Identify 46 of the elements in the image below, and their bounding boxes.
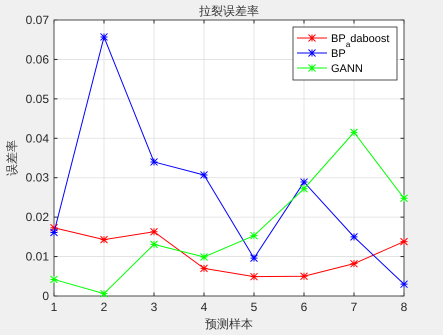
x-tick-label: 6	[300, 300, 308, 314]
y-tick-label: 0.05	[26, 92, 50, 106]
legend-label: BP$_{a}$daboost	[331, 33, 390, 48]
point	[150, 228, 158, 236]
point	[350, 260, 358, 268]
y-tick-label: 0.01	[26, 250, 50, 264]
point	[50, 224, 58, 232]
y-tick-label: 0.04	[26, 131, 50, 146]
y-tick-label: 0.02	[26, 210, 50, 224]
point	[250, 232, 258, 240]
point	[400, 238, 408, 246]
point	[250, 254, 258, 262]
point	[350, 128, 358, 136]
x-tick-label: 7	[350, 300, 358, 314]
point	[300, 184, 308, 193]
point	[300, 178, 308, 186]
point	[50, 275, 58, 284]
point	[200, 264, 208, 272]
y-tick-label: 0	[42, 289, 50, 303]
x-tick-label: 5	[250, 300, 258, 314]
legend-label: BP	[331, 48, 346, 60]
x-tick-label: 3	[150, 300, 158, 314]
y-tick-label: 0.03	[26, 170, 50, 185]
x-axis-title: 预测样本	[205, 317, 253, 331]
x-tick-label: 1	[50, 300, 58, 314]
y-tick-label: 0.07	[26, 13, 50, 27]
point	[400, 194, 408, 202]
point	[150, 240, 158, 248]
point	[150, 158, 158, 166]
x-tick-label: 4	[200, 300, 208, 314]
legend-label: GANN	[331, 63, 363, 75]
point	[250, 272, 258, 281]
point	[200, 252, 208, 261]
point	[50, 228, 58, 237]
point	[300, 272, 308, 280]
y-axis-title: 误差率	[5, 140, 19, 176]
point	[400, 280, 408, 288]
point	[100, 32, 108, 41]
y-tick-label: 0.06	[26, 52, 50, 66]
point	[100, 290, 108, 298]
x-tick-label: 8	[400, 300, 408, 314]
x-tick-label: 2	[100, 300, 108, 314]
point	[200, 170, 208, 179]
point	[100, 236, 108, 244]
chart-title: 拉裂误差率	[199, 4, 259, 18]
point	[350, 232, 358, 241]
